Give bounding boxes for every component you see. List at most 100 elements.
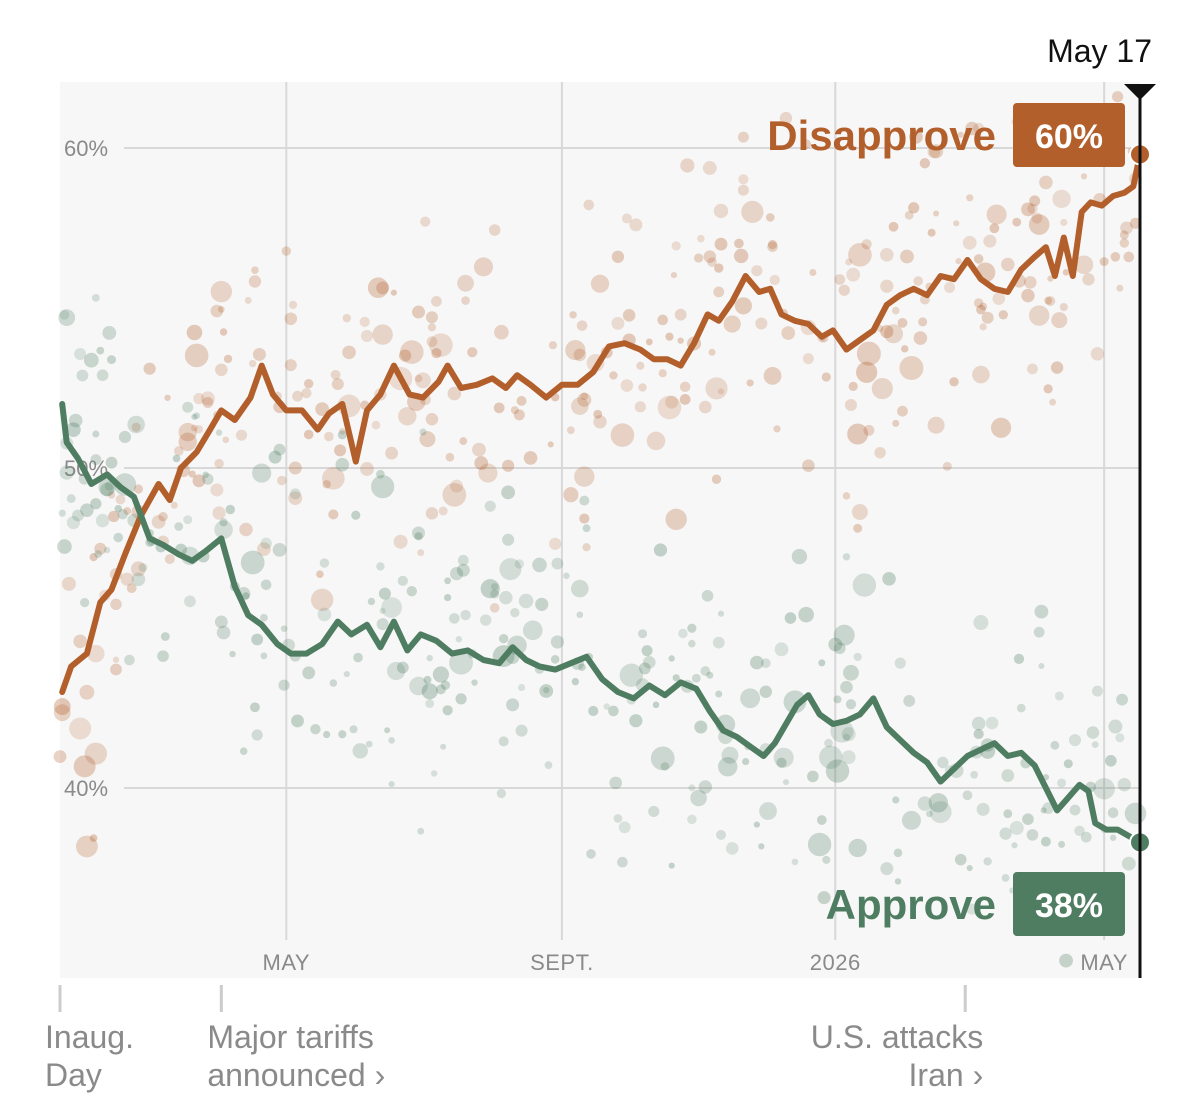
disapprove-poll-dot: [442, 482, 467, 507]
disapprove-poll-dot: [702, 161, 717, 175]
approve-poll-dot: [588, 705, 599, 717]
approve-poll-dot: [131, 572, 146, 587]
approve-poll-dot: [225, 504, 235, 515]
disapprove-poll-dot: [565, 339, 586, 361]
disapprove-poll-dot: [164, 394, 171, 401]
approve-poll-dot: [759, 802, 777, 820]
approve-poll-dot: [490, 589, 500, 599]
approve-poll-dot: [1091, 685, 1103, 697]
approve-poll-dot: [758, 843, 765, 850]
disapprove-poll-dot: [563, 487, 579, 503]
approve-poll-dot: [642, 656, 656, 669]
disapprove-poll-dot: [115, 494, 126, 505]
disapprove-poll-dot: [707, 257, 717, 267]
approve-poll-dot: [353, 652, 363, 663]
approve-poll-dot: [970, 770, 979, 779]
disapprove-poll-dot: [89, 834, 98, 842]
approve-poll-dot: [338, 730, 347, 739]
approve-poll-dot: [343, 670, 350, 678]
disapprove-poll-dot: [110, 598, 122, 611]
disapprove-poll-dot: [611, 316, 625, 330]
x-tick-label: MAY: [1080, 950, 1128, 975]
disapprove-poll-dot: [151, 515, 166, 529]
approve-poll-dot: [250, 702, 260, 713]
approve-poll-dot: [291, 714, 304, 728]
approve-poll-dot: [251, 729, 263, 741]
approve-poll-dot: [712, 636, 725, 649]
disapprove-poll-dot: [510, 406, 519, 415]
disapprove-poll-dot: [966, 194, 974, 202]
approve-poll-dot: [1115, 733, 1125, 743]
approve-poll-dot: [688, 639, 696, 648]
disapprove-poll-dot: [252, 347, 266, 361]
latest-date-label: May 17: [1047, 33, 1152, 69]
disapprove-poll-dot: [398, 349, 412, 362]
approve-value: 38%: [1035, 887, 1103, 925]
disapprove-poll-dot: [1047, 275, 1054, 282]
disapprove-poll-dot: [755, 317, 768, 330]
disapprove-poll-dot: [734, 297, 753, 315]
approve-poll-dot: [193, 412, 201, 420]
approve-poll-dot: [1108, 719, 1123, 734]
approve-poll-dot: [396, 661, 409, 674]
approve-poll-dot: [753, 821, 760, 828]
disapprove-poll-dot: [622, 309, 636, 322]
disapprove-poll-dot: [202, 396, 214, 408]
approve-poll-dot: [515, 724, 528, 737]
approve-poll-dot: [214, 520, 233, 540]
disapprove-poll-dot: [1027, 363, 1038, 375]
disapprove-poll-dot: [493, 402, 505, 414]
disapprove-poll-dot: [1074, 255, 1094, 275]
approve-poll-dot: [619, 663, 644, 687]
disapprove-poll-dot: [976, 304, 986, 315]
disapprove-poll-dot: [1116, 284, 1124, 292]
approve-poll-dot: [423, 675, 432, 684]
disapprove-poll-dot: [385, 446, 399, 460]
approve-poll-dot: [215, 429, 223, 436]
disapprove-poll-dot: [634, 401, 646, 413]
disapprove-poll-dot: [548, 341, 558, 350]
approve-poll-dot: [323, 730, 331, 739]
disapprove-poll-dot: [765, 213, 775, 222]
disapprove-poll-dot: [1099, 257, 1109, 267]
disapprove-poll-dot: [580, 392, 589, 401]
approve-poll-dot: [773, 747, 794, 768]
approve-poll-dot: [92, 430, 100, 438]
approve-poll-dot: [409, 676, 428, 696]
disapprove-poll-dot: [891, 306, 900, 315]
approve-poll-dot: [406, 586, 417, 597]
approve-poll-dot: [668, 655, 675, 662]
disapprove-poll-dot: [645, 338, 653, 346]
disapprove-poll-dot: [342, 313, 352, 323]
approve-poll-dot: [660, 762, 670, 771]
approve-poll-dot: [386, 661, 406, 681]
disapprove-poll-dot: [164, 554, 175, 565]
approve-poll-dot: [412, 526, 426, 540]
disapprove-poll-dot: [277, 475, 287, 486]
disapprove-poll-dot: [331, 378, 344, 391]
approve-poll-dot: [983, 857, 992, 866]
approve-poll-dot: [1124, 802, 1147, 825]
disapprove-poll-dot: [717, 388, 725, 395]
disapprove-poll-dot: [953, 220, 960, 227]
approve-poll-dot: [784, 612, 797, 624]
disapprove-poll-dot: [393, 534, 408, 549]
disapprove-poll-dot: [210, 483, 224, 497]
approve-poll-dot: [586, 849, 596, 859]
disapprove-poll-dot: [900, 249, 914, 264]
approve-poll-dot: [105, 456, 118, 469]
approve-poll-dot: [1033, 626, 1045, 638]
disapprove-poll-dot: [1021, 202, 1035, 217]
approve-poll-dot: [430, 770, 438, 777]
approve-poll-dot: [278, 679, 290, 691]
approve-poll-dot: [90, 498, 102, 510]
approve-poll-dot: [613, 814, 623, 823]
approve-poll-dot: [480, 579, 500, 599]
disapprove-poll-dot: [909, 130, 923, 144]
disapprove-poll-dot: [53, 750, 67, 763]
approve-poll-dot: [966, 903, 978, 915]
disapprove-poll-dot: [1023, 276, 1037, 289]
approve-poll-dot: [421, 683, 438, 700]
disapprove-poll-dot: [502, 459, 515, 472]
disapprove-poll-dot: [880, 247, 894, 262]
